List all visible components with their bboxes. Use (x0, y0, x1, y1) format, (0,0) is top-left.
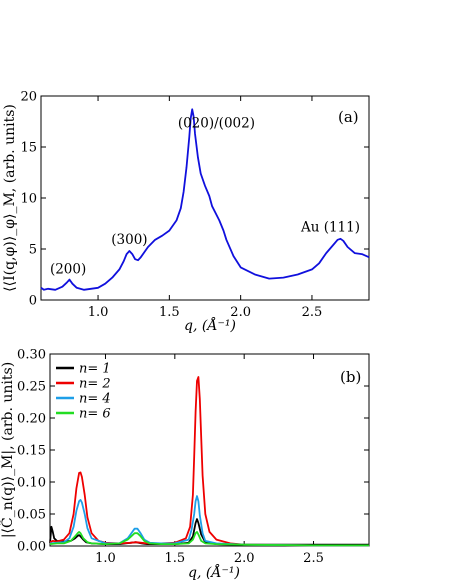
ytick-label: 0.25 (17, 380, 46, 395)
legend-label: n= 1 (79, 362, 111, 377)
panel-b-xlabel: q, (Å⁻¹) (188, 563, 240, 581)
panel-a-ylabel: ⟨⟨I(q,φ)⟩_φ⟩_M, (arb. units) (2, 104, 18, 292)
peak-annotation: Au (111) (300, 220, 360, 236)
legend-label: n= 6 (79, 407, 111, 422)
xtick-label: 1.5 (159, 305, 180, 320)
series-line-0-0 (40, 108, 370, 291)
xtick-label: 1.5 (164, 551, 185, 566)
panel-a: 1.0 1.5 2.0 2.5 0 5 10 15 20 (200) (300) (020)/(00… (2, 90, 370, 334)
peak-annotation: (200) (50, 261, 86, 277)
ytick-label: 0.10 (17, 476, 46, 491)
panel-a-xlabel: q, (Å⁻¹) (184, 316, 236, 334)
series-line-1-1 (49, 376, 369, 547)
ytick-label: 0.00 (17, 540, 46, 555)
ytick-label: 15 (20, 141, 37, 156)
peak-annotation: (020)/(002) (178, 116, 255, 132)
ytick-label: 20 (20, 90, 37, 105)
ytick-label: 0.05 (17, 508, 46, 523)
xtick-label: 1.0 (88, 305, 109, 320)
ytick-label: 5 (29, 243, 37, 258)
series-line-1-2 (49, 495, 369, 547)
xtick-label: 2.5 (302, 305, 323, 320)
panel-b-ticks: 1.0 1.5 2.0 2.5 0.00 0.05 0.10 0.15 0.20 0.25 0.30 (17, 348, 369, 566)
xtick-label: 1.0 (95, 551, 116, 566)
panel-b-tag: (b) (340, 368, 361, 386)
series-line-1-3 (49, 531, 369, 547)
panel-a-annotations: (200) (300) (020)/(002) Au (111) (50, 116, 360, 278)
xtick-label: 2.5 (303, 551, 324, 566)
panel-b-series (49, 376, 369, 547)
xtick-label: 2.0 (230, 305, 251, 320)
ytick-label: 0.20 (17, 412, 46, 427)
ytick-label: 0.30 (17, 348, 46, 363)
panel-a-tag: (a) (338, 108, 359, 126)
ytick-label: 0 (29, 294, 37, 309)
xtick-label: 2.0 (234, 551, 255, 566)
ytick-label: 0.15 (17, 444, 46, 459)
peak-annotation: (300) (111, 232, 147, 248)
panel-b-ylabel: |⟨C̃_n(q)⟩_M|, (arb. units) (0, 362, 16, 538)
ytick-label: 10 (20, 192, 37, 207)
legend-label: n= 2 (79, 377, 111, 392)
panel-a-series (40, 108, 370, 291)
panel-b-legend: n= 1n= 2n= 4n= 6 (56, 362, 111, 422)
panel-a-ticks: 1.0 1.5 2.0 2.5 0 5 10 15 20 (20, 90, 369, 320)
legend-label: n= 4 (79, 392, 111, 407)
panel-b: 1.0 1.5 2.0 2.5 0.00 0.05 0.10 0.15 0.20 0.25 0.30… (0, 348, 370, 581)
